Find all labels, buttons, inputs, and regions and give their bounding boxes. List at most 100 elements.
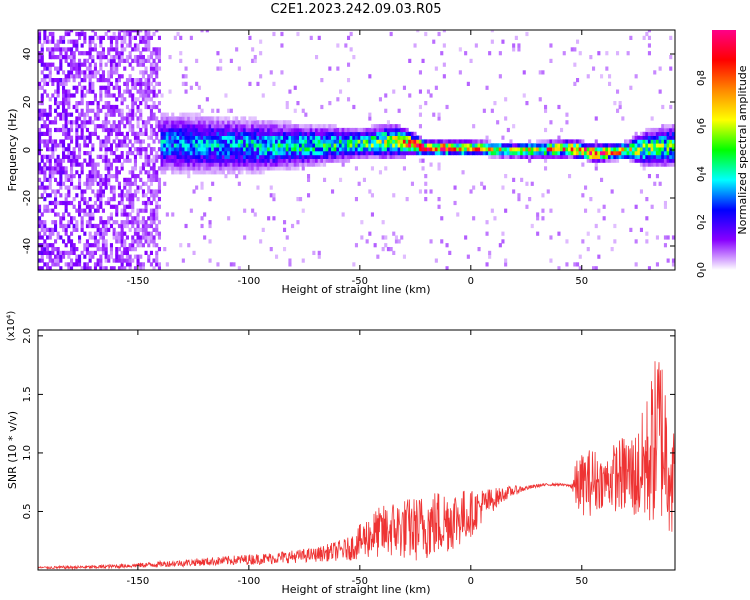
spectrogram-cell: [187, 154, 191, 159]
spectrogram-cell: [392, 193, 396, 198]
spectrogram-cell: [123, 135, 127, 140]
spectrogram-cell: [43, 262, 47, 267]
spectrogram-cell: [354, 147, 358, 152]
spectrogram-cell: [634, 139, 638, 144]
spectrogram-cell: [243, 127, 247, 133]
spectrogram-cell: [120, 131, 124, 136]
spectrogram-cell: [309, 139, 313, 144]
spectrogram-cell: [472, 139, 476, 144]
spectrogram-cell: [413, 43, 417, 48]
spectrogram-cell: [163, 147, 167, 152]
spectrogram-cell: [120, 139, 124, 144]
spectrogram-cell: [112, 193, 116, 198]
spectrogram-cell: [219, 131, 223, 136]
spectrogram-cell: [384, 235, 388, 240]
spectrogram-cell: [152, 131, 156, 136]
spectrogram-cell: [128, 93, 132, 98]
spectrogram-cell: [549, 147, 553, 152]
spectrogram-cell: [67, 89, 71, 94]
spectrogram-cell: [46, 93, 50, 98]
spectrogram-cell: [152, 216, 156, 221]
spectrogram-cell: [594, 116, 598, 121]
spectrogram-cell: [301, 258, 305, 263]
spectrogram-cell: [96, 116, 100, 121]
spectrogram-cell: [370, 127, 374, 133]
spectrogram-cell: [149, 212, 153, 217]
spectrogram-cell: [477, 139, 481, 144]
spectrogram-cell: [474, 147, 478, 152]
spectrogram-cell: [56, 212, 60, 217]
spectrogram-cell: [381, 247, 385, 252]
spectrogram-cell: [277, 151, 281, 156]
spectrogram-cell: [655, 154, 659, 159]
spectrogram-cell: [299, 147, 303, 152]
spectrogram-cell: [317, 162, 321, 167]
spectrogram-cell: [349, 47, 353, 52]
y-tick-label: 20: [22, 96, 33, 109]
spectrogram-cell: [386, 143, 390, 148]
spectrogram-cell: [647, 51, 651, 56]
spectrogram-cell: [546, 189, 550, 194]
spectrogram-cell: [416, 139, 420, 144]
spectrogram-cell: [386, 154, 390, 159]
spectrogram-cell: [650, 158, 654, 163]
spectrogram-cell: [163, 166, 167, 171]
spectrogram-cell: [299, 143, 303, 148]
spectrogram-cell: [243, 131, 247, 136]
spectrogram-cell: [400, 135, 404, 140]
spectrogram-cell: [235, 151, 239, 156]
spectrogram-cell: [261, 135, 265, 140]
spectrogram-cell: [48, 70, 52, 75]
spectrogram-cell: [658, 135, 662, 140]
spectrogram-cell: [83, 31, 87, 37]
spectrogram-cell: [192, 250, 196, 255]
spectrogram-cell: [416, 143, 420, 148]
spectrogram-cell: [38, 85, 42, 90]
spectrogram-cell: [341, 147, 345, 152]
spectrogram-cell: [128, 43, 132, 48]
spectrogram-cell: [91, 30, 95, 33]
spectrogram-cell: [38, 127, 42, 133]
spectrogram-cell: [67, 154, 71, 159]
spectrogram-cell: [631, 147, 635, 152]
spectrogram-cell: [80, 208, 84, 213]
spectrogram-cell: [280, 131, 284, 136]
spectrogram-cell: [112, 227, 116, 232]
spectrogram-cell: [120, 227, 124, 232]
spectrogram-cell: [357, 147, 361, 152]
spectrogram-cell: [482, 185, 486, 190]
spectrogram-cell: [75, 254, 79, 259]
spectrogram-cell: [469, 58, 473, 63]
spectrogram-cell: [78, 31, 82, 37]
spectrogram-cell: [339, 131, 343, 136]
spectrogram-cell: [181, 166, 185, 171]
spectrogram-cell: [70, 247, 74, 252]
spectrogram-cell: [269, 147, 273, 152]
spectrogram-cell: [437, 31, 441, 37]
spectrogram-cell: [570, 147, 574, 152]
spectrogram-cell: [402, 147, 406, 152]
spectrogram-cell: [152, 258, 156, 263]
spectrogram-cell: [557, 143, 561, 148]
spectrogram-cell: [147, 158, 151, 163]
spectrogram-cell: [653, 70, 657, 75]
spectrogram-cell: [360, 151, 364, 156]
spectrogram-cell: [40, 166, 44, 171]
spectrogram-cell: [85, 220, 89, 225]
spectrogram-cell: [418, 158, 422, 163]
spectrogram-cell: [240, 158, 244, 163]
spectrogram-cell: [125, 135, 129, 140]
spectrogram-cell: [671, 258, 675, 263]
spectrogram-cell: [40, 185, 44, 190]
spectrogram-cell: [205, 162, 209, 167]
spectrogram-cell: [139, 131, 143, 136]
spectrogram-cell: [370, 131, 374, 136]
spectrogram-cell: [120, 58, 124, 63]
spectrogram-cell: [141, 223, 145, 229]
spectrogram-cell: [413, 147, 417, 152]
spectrogram-cell: [661, 147, 665, 152]
spectrogram-cell: [195, 162, 199, 167]
spectrogram-cell: [490, 208, 494, 213]
spectrogram-cell: [506, 127, 510, 133]
spectrogram-cell: [123, 58, 127, 63]
